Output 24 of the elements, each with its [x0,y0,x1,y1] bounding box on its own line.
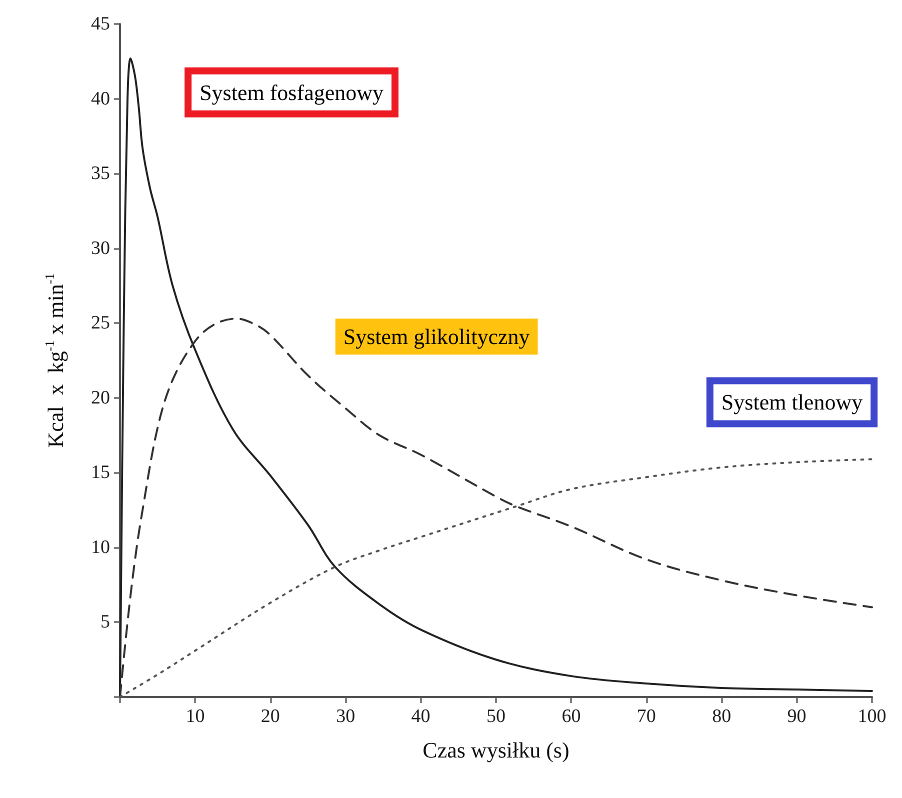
x-tick-label: 70 [636,706,656,727]
y-tick-label: 40 [91,88,110,110]
x-tick-label: 10 [186,706,205,727]
y-tick-label: 5 [100,612,110,633]
x-tick-label: 20 [260,706,280,727]
y-tick-label: 35 [91,163,110,184]
x-tick-label: 100 [858,706,886,727]
x-tick-label: 50 [486,706,506,727]
x-axis-title: Czas wysiłku (s) [422,738,570,762]
y-tick-label: 30 [91,238,110,259]
x-tick-label: 80 [712,706,732,727]
x-tick-label: 40 [411,706,430,727]
y-tick-label: 10 [91,536,110,558]
x-tick-label: 90 [787,706,806,727]
y-tick-label: 15 [91,462,110,484]
y-tick-label: 20 [91,387,110,408]
x-tick-label: 30 [336,706,356,727]
y-tick-label: 25 [91,312,110,334]
text: System tlenowy [721,390,863,415]
series-label: System glikolityczny [343,324,530,350]
y-axis-title: Kcal x kg-1 x min-1 [42,273,68,448]
x-tick-label: 60 [562,706,581,727]
text: System fosfagenowy [200,80,384,105]
y-tick-label: 45 [91,14,110,34]
